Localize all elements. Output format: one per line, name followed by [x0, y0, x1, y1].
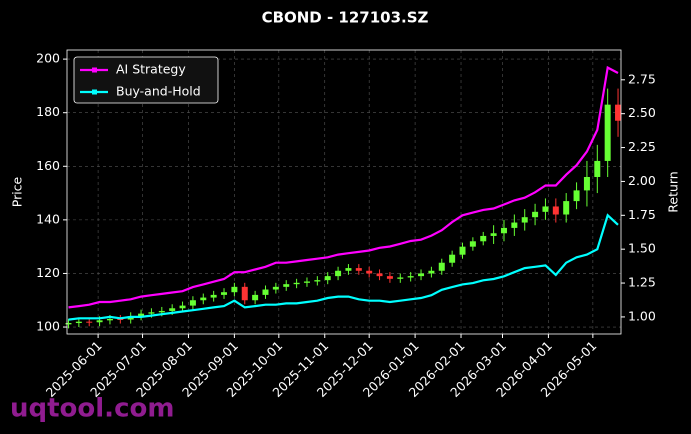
- candle-body: [283, 284, 290, 287]
- y2-tick-label: 2.75: [628, 71, 656, 86]
- y2-tick-label: 1.00: [628, 308, 656, 323]
- candle-body: [480, 235, 487, 242]
- candle-body: [376, 273, 383, 277]
- candle-body: [449, 254, 456, 263]
- y-tick-label: 160: [36, 158, 60, 173]
- y-tick-label: 140: [36, 211, 60, 226]
- candle-body: [552, 206, 559, 215]
- candle-body: [117, 318, 124, 320]
- candle-body: [189, 300, 196, 306]
- candle-body: [86, 321, 93, 323]
- candle-body: [438, 262, 445, 271]
- candle-body: [542, 206, 549, 212]
- candle-body: [500, 227, 507, 234]
- candle-body: [335, 270, 342, 277]
- y2-axis-label: Return: [666, 171, 681, 212]
- candle-body: [563, 201, 570, 215]
- candle-body: [106, 318, 113, 321]
- candle-body: [169, 308, 176, 311]
- candle-body: [179, 305, 186, 309]
- chart-title: CBOND - 127103.SZ: [262, 9, 429, 27]
- legend-marker: [92, 89, 97, 95]
- candle-body: [314, 280, 321, 282]
- candle-body: [532, 211, 539, 218]
- candle-body: [594, 160, 601, 177]
- candle-body: [583, 176, 590, 191]
- candle-body: [324, 276, 331, 281]
- plot-frame: [66, 49, 622, 335]
- candle-body: [138, 313, 145, 317]
- candle-body: [96, 320, 103, 323]
- candle-body: [355, 268, 362, 271]
- series-line: [68, 213, 619, 321]
- candle-body: [490, 233, 497, 236]
- candle-body: [459, 246, 466, 255]
- y-tick-label: 120: [36, 265, 60, 280]
- y2-tick-label: 1.75: [628, 207, 656, 222]
- candle-body: [428, 270, 435, 274]
- y2-tick-label: 2.25: [628, 139, 656, 154]
- candle-body: [521, 217, 528, 223]
- candle-body: [469, 241, 476, 247]
- candle-body: [65, 323, 72, 325]
- candle-body: [75, 321, 82, 324]
- candle-body: [231, 286, 238, 293]
- candle-body: [345, 268, 352, 271]
- candle-body: [221, 292, 228, 295]
- candle-body: [272, 286, 279, 290]
- candle-body: [604, 104, 611, 161]
- y-tick-label: 200: [36, 51, 60, 66]
- legend-box: [73, 56, 219, 104]
- candle-body: [293, 282, 300, 285]
- y-tick-label: 180: [36, 104, 60, 119]
- legend-label: AI Strategy: [116, 62, 186, 77]
- y2-tick-label: 2.00: [628, 173, 656, 188]
- candle-body: [262, 289, 269, 295]
- y2-tick-label: 1.25: [628, 275, 656, 290]
- candle-body: [573, 190, 580, 202]
- y2-tick-label: 2.50: [628, 105, 656, 120]
- candle-body: [386, 276, 393, 279]
- candle-body: [210, 294, 217, 298]
- candle-body: [511, 222, 518, 228]
- y-tick-label: 100: [36, 319, 60, 334]
- candle-body: [158, 310, 165, 313]
- candle-body: [397, 277, 404, 279]
- candle-body: [148, 312, 155, 314]
- candle-body: [252, 294, 259, 301]
- y-axis-label: Price: [10, 176, 25, 207]
- candle-body: [241, 286, 248, 301]
- candle-body: [615, 104, 622, 121]
- candle-body: [407, 276, 414, 278]
- legend-marker: [92, 67, 97, 73]
- candle-body: [303, 281, 310, 283]
- candle-body: [366, 270, 373, 274]
- candle-body: [418, 273, 425, 277]
- candle-body: [200, 297, 207, 301]
- series-line: [68, 65, 619, 309]
- y2-tick-label: 1.50: [628, 241, 656, 256]
- legend-label: Buy-and-Hold: [116, 84, 201, 99]
- watermark: uqtool.com: [10, 394, 174, 424]
